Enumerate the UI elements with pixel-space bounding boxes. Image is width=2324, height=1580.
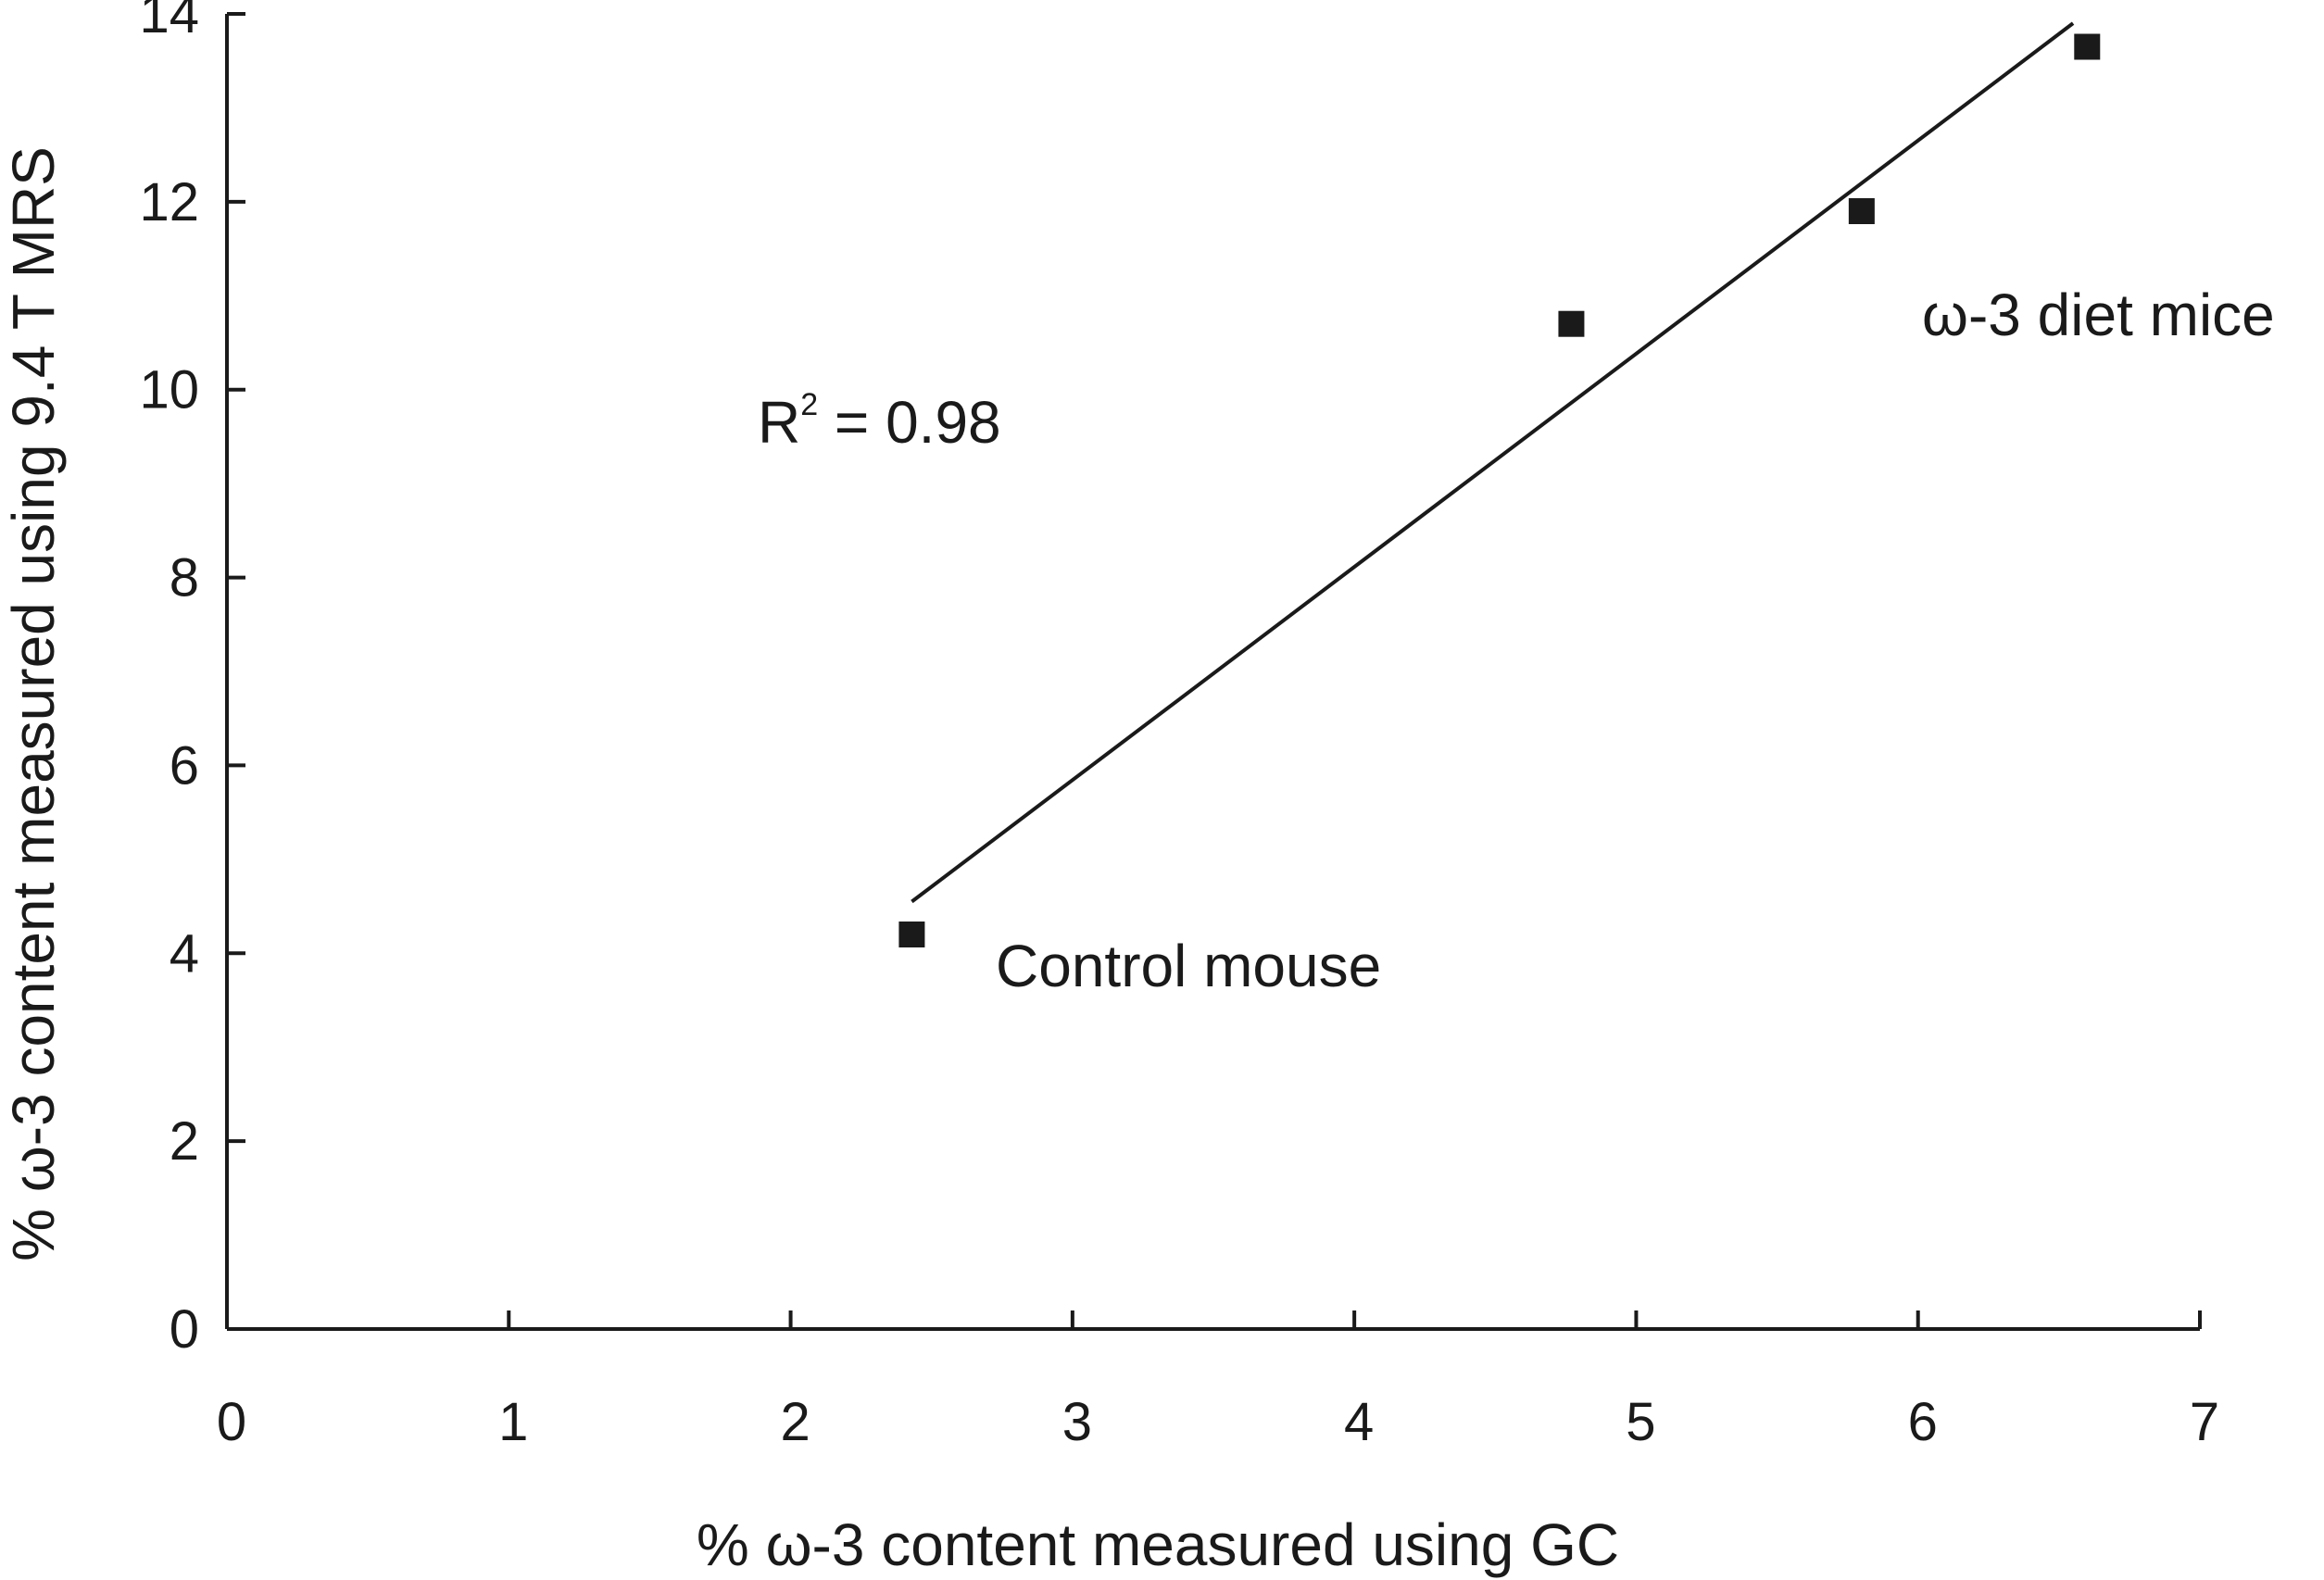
- y-tick-label-12: 12: [139, 172, 199, 232]
- y-tick-label-0: 0: [170, 1299, 199, 1360]
- r-squared-value: = 0.98: [818, 389, 1001, 456]
- r-squared-prefix: R: [758, 389, 800, 456]
- y-tick-label-6: 6: [170, 735, 199, 796]
- x-tick-label-1: 1: [498, 1392, 528, 1452]
- regression-line: [911, 21, 2075, 904]
- data-point-diet-2: [1848, 198, 1875, 224]
- control-mouse-label: Control mouse: [996, 933, 1381, 999]
- y-axis-title: % ω-3 content measured using 9.4 T MRS: [0, 146, 67, 1261]
- data-point-diet-3: [2074, 33, 2101, 60]
- r-squared-exponent: 2: [800, 387, 818, 422]
- data-point-diet-1: [1558, 310, 1585, 337]
- x-tick-label-5: 5: [1626, 1392, 1655, 1452]
- x-axis-title: % ω-3 content measured using GC: [697, 1511, 1619, 1578]
- y-tick-label-8: 8: [170, 548, 199, 608]
- x-tick-label-2: 2: [780, 1392, 810, 1452]
- omega3-diet-mice-label: ω-3 diet mice: [1922, 282, 2275, 348]
- y-tick-label-4: 4: [170, 923, 199, 984]
- x-tick-label-4: 4: [1344, 1392, 1374, 1452]
- y-ticks: [227, 12, 245, 1331]
- x-tick-label-6: 6: [1908, 1392, 1938, 1452]
- y-tick-labels: 0 2 4 6 8 10 12 14: [139, 0, 199, 1360]
- y-tick-label-14: 14: [139, 0, 199, 44]
- data-point-control-1: [898, 922, 925, 947]
- x-tick-labels: 0 1 2 3 4 5 6 7: [217, 1392, 2219, 1452]
- data-points: [898, 33, 2101, 947]
- x-tick-label-7: 7: [2190, 1392, 2219, 1452]
- y-tick-label-10: 10: [139, 360, 199, 420]
- x-tick-label-0: 0: [217, 1392, 246, 1452]
- x-ticks: [225, 1310, 2202, 1329]
- y-tick-label-2: 2: [170, 1111, 199, 1172]
- x-tick-label-3: 3: [1062, 1392, 1092, 1452]
- axes: [225, 14, 2200, 1331]
- r-squared-annotation: R2 = 0.98: [758, 387, 1001, 456]
